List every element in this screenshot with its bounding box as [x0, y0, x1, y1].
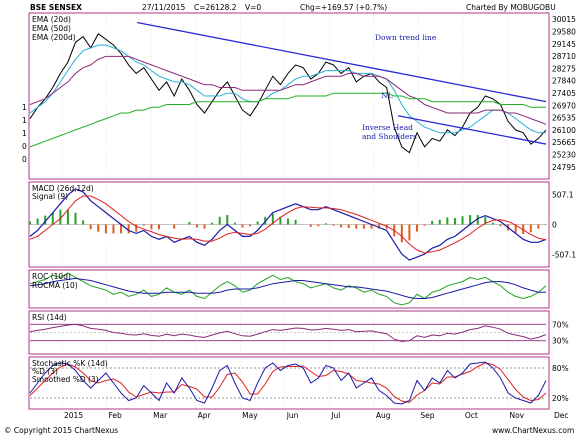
panel-frames [28, 12, 550, 410]
label-layer: 2015 Feb Mar Apr May Jun Jul Aug Sep Oct Nov Dec 300… [22, 15, 576, 420]
legend-rocma: ROCMA (10) [32, 281, 78, 290]
series-ema-20d [29, 44, 546, 134]
plot-layer [29, 21, 547, 405]
left-tick: 0 [22, 155, 27, 164]
stoch-tick: 80% [552, 364, 569, 373]
price-tick-27840: 27840 [552, 77, 576, 86]
price-tick-28710: 28710 [552, 52, 576, 61]
price-tick-28275: 28275 [552, 64, 576, 73]
month-label-nov: Nov [509, 411, 524, 420]
month-label-mar: Mar [153, 411, 168, 420]
legend-ema20: EMA (20d) [32, 15, 71, 24]
series-ema-50d [29, 55, 547, 125]
chart-header: BSE SENSEX 27/11/2015 C=26128.2 V=0 Chg=… [30, 3, 556, 12]
rsi-tick: 30% [552, 337, 569, 346]
chart-footer: © Copyright 2015 ChartNexus www.ChartNex… [4, 426, 574, 435]
price-tick-26100: 26100 [552, 126, 576, 135]
series-rocma [29, 277, 546, 299]
price-legend: EMA (20d) EMA (50d) EMA (200d) [32, 15, 76, 42]
macd-tick: 507.1 [552, 190, 574, 199]
legend-rsi: RSI (14d) [32, 313, 67, 322]
price-annotations: Down trend line NL Inverse Head and Shou… [362, 33, 437, 141]
series-bse-sensex [29, 33, 547, 154]
month-label-may: May [242, 411, 258, 420]
legend-macd: MACD (26d,12d) [32, 184, 94, 193]
price-tick-25230: 25230 [552, 151, 576, 160]
series-rsi [29, 323, 547, 343]
annotation-shoulders: and Shoulders [362, 132, 417, 141]
legend-signal: Signal (9) [32, 192, 68, 201]
month-label-apr: Apr [198, 411, 212, 420]
month-label-jun: Jun [286, 411, 299, 420]
macd-tick: 0 [552, 221, 557, 230]
symbol-title: BSE SENSEX [30, 3, 82, 12]
legend-ema200: EMA (200d) [32, 33, 76, 42]
header-credit: Charted By MOBUGOBU [466, 3, 556, 12]
month-label-oct: Oct [465, 411, 478, 420]
price-tick-25665: 25665 [552, 138, 576, 147]
series-roc [29, 272, 547, 306]
series-signal [29, 195, 547, 254]
series-ema-200d [29, 92, 546, 148]
stoch-tick: 20% [552, 394, 569, 403]
rsi-panel-frame [28, 310, 550, 355]
rsi-tick: 70% [552, 320, 569, 329]
legend-ema50: EMA (50d) [32, 24, 71, 33]
legend-smoothed-d: Smoothed %D (3) [32, 375, 99, 384]
left-tick: 1 [22, 116, 27, 125]
roc-panel-frame [28, 269, 550, 309]
neckline [397, 115, 547, 145]
price-tick-26970: 26970 [552, 101, 576, 110]
price-tick-27405: 27405 [552, 89, 576, 98]
month-label-feb: Feb [109, 411, 123, 420]
left-tick: 1 [22, 103, 27, 112]
indicator-legends: MACD (26d,12d) Signal (9) ROC (10d) ROCM… [32, 184, 108, 384]
month-label-jul: Jul [330, 411, 340, 420]
month-label-sep: Sep [420, 411, 434, 420]
legend-stoch-k: Stochastic %K (14d) [32, 359, 108, 368]
left-tick: 1 [22, 129, 27, 138]
series-stoch-d [29, 362, 547, 404]
series-stoch-k [29, 361, 547, 405]
header-close: C=26128.2 [194, 3, 237, 12]
footer-website: www.ChartNexus.com [492, 426, 574, 435]
price-tick-29580: 29580 [552, 28, 576, 37]
series-macd [29, 188, 547, 261]
month-label-2015: 2015 [64, 411, 83, 420]
header-date: 27/11/2015 [142, 3, 185, 12]
macd-tick: -507.1 [552, 251, 576, 260]
month-label-aug: Aug [376, 411, 391, 420]
price-tick-24795: 24795 [552, 163, 576, 172]
down-trend-line [136, 21, 547, 103]
price-tick-30015: 30015 [552, 15, 576, 24]
month-label-dec: Dec [554, 411, 569, 420]
footer-copyright: © Copyright 2015 ChartNexus [4, 426, 118, 435]
left-tick: 0 [22, 142, 27, 151]
stochastic-panel-frame [28, 356, 550, 410]
annotation-down-trend-line: Down trend line [375, 33, 437, 42]
price-tick-29145: 29145 [552, 40, 576, 49]
price-tick-26535: 26535 [552, 114, 576, 123]
annotation-nl: NL [381, 91, 393, 100]
annotation-inverse-head: Inverse Head [362, 123, 413, 132]
legend-stoch-d: %D (3) [32, 367, 58, 376]
header-change: Chg=+169.57 (+0.7%) [300, 3, 387, 12]
legend-roc: ROC (10d) [32, 272, 71, 281]
price-panel-frame [28, 12, 550, 180]
header-volume: V=0 [245, 3, 261, 12]
